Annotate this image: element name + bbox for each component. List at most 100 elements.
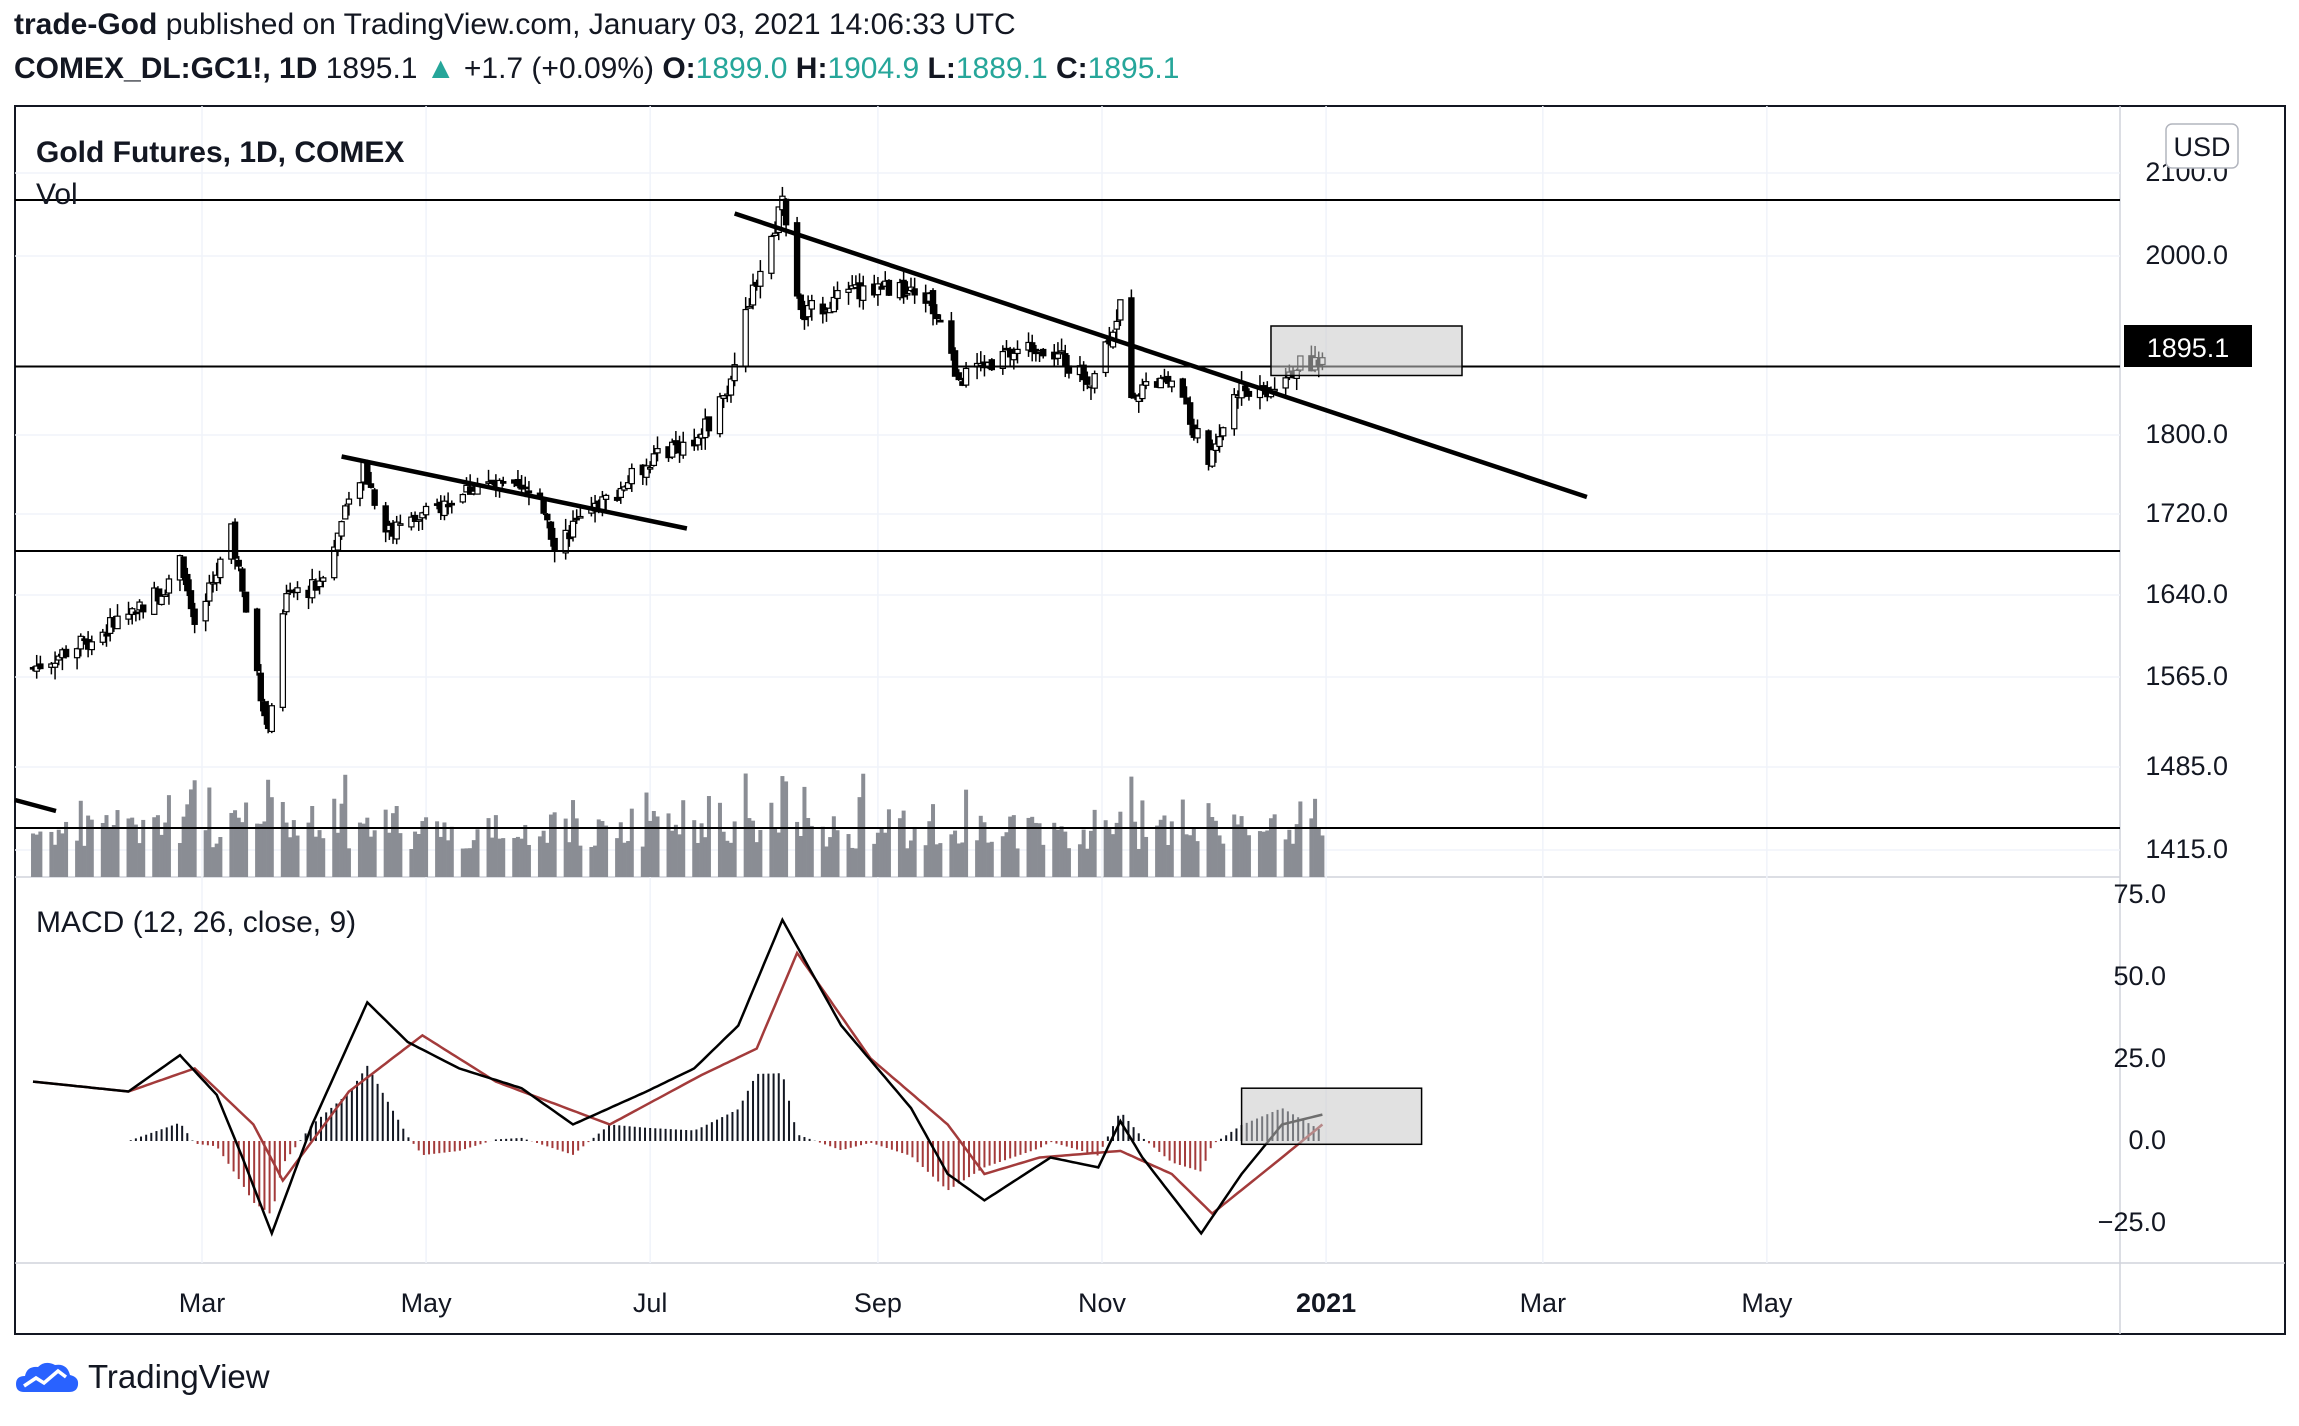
volume-bar: [1140, 800, 1145, 877]
volume-bar: [288, 837, 293, 877]
volume-bar: [905, 848, 910, 877]
time-tick-label: Nov: [1078, 1288, 1127, 1318]
candle-body: [459, 493, 467, 503]
footer-brand[interactable]: TradingView: [14, 1358, 270, 1396]
volume-bar: [526, 844, 531, 877]
candle-body: [951, 350, 959, 377]
volume-bar: [728, 842, 733, 877]
candle-body: [1062, 353, 1069, 368]
candle-body: [132, 611, 140, 615]
volume-bar: [1162, 815, 1167, 877]
volume-bar: [236, 817, 241, 877]
volume-bar: [618, 822, 623, 877]
candle-body: [73, 648, 81, 659]
volume-bar: [644, 792, 649, 877]
candle-body: [962, 367, 970, 386]
volume-bar: [571, 800, 576, 877]
volume-bar: [964, 789, 969, 877]
volume-bar: [725, 840, 730, 877]
volume-bar: [365, 817, 370, 877]
trendline: [341, 454, 688, 531]
volume-bar: [1291, 843, 1296, 877]
volume-bar: [872, 843, 877, 877]
candle-body: [562, 529, 569, 554]
volume-bar: [1294, 824, 1299, 877]
volume-bar: [233, 810, 238, 877]
candle-body: [746, 305, 753, 309]
candle-body: [408, 516, 415, 528]
candle-body: [544, 513, 551, 521]
candle-body: [860, 285, 867, 301]
volume-bar: [512, 837, 517, 877]
candle-body: [1231, 394, 1238, 430]
low-label: L:: [927, 52, 956, 85]
volume-bar: [446, 840, 451, 877]
candle-body: [547, 521, 555, 540]
volume-bar: [497, 838, 502, 877]
volume-bar: [1055, 829, 1060, 877]
volume-bar: [548, 814, 553, 877]
macd-pane: [32, 917, 1423, 1237]
currency-label: USD: [2173, 132, 2230, 162]
macd-highlight-box: [1240, 1087, 1423, 1146]
candle-body: [646, 466, 654, 470]
volume-bar: [1213, 820, 1218, 877]
candle-body: [720, 395, 727, 399]
volume-bar: [1066, 848, 1071, 877]
volume-bar: [357, 822, 362, 877]
footer-brand-text: TradingView: [88, 1358, 270, 1395]
candle-body: [525, 490, 533, 494]
volume-bar: [89, 819, 94, 877]
volume-bar: [464, 848, 469, 877]
volume-bar: [280, 802, 285, 877]
chart-title: Gold Futures, 1D, COMEX: [36, 136, 404, 169]
candle-body: [1040, 348, 1047, 357]
volume-bar: [1221, 843, 1226, 877]
volume-bar: [901, 810, 906, 877]
macd-tick-label: 0.0: [2128, 1125, 2166, 1155]
currency-button[interactable]: USD: [2165, 123, 2239, 169]
candle-body: [294, 587, 301, 594]
volume-bar: [912, 826, 917, 877]
candlesticks: [29, 186, 1326, 734]
volume-bar: [339, 803, 344, 877]
volume-bar: [706, 796, 711, 877]
volume-bar: [802, 786, 807, 877]
volume-bar: [152, 817, 157, 877]
price-tick-label: 1800.0: [2145, 419, 2228, 449]
volume-bar: [758, 829, 763, 877]
candle-body: [448, 502, 455, 506]
volume-bar: [493, 815, 498, 877]
volume-bar: [776, 832, 781, 877]
volume-bar: [1261, 831, 1266, 877]
candle-body: [569, 520, 577, 538]
candle-body: [948, 320, 955, 354]
candle-body: [393, 521, 400, 540]
volume-bar: [1004, 832, 1009, 877]
author-name[interactable]: trade-God: [14, 8, 158, 41]
candle-body: [1168, 380, 1175, 388]
volume-bar: [960, 842, 965, 877]
volume-bar: [629, 808, 634, 877]
signal-line: [32, 950, 1324, 1216]
volume-bar: [346, 848, 351, 877]
low-value: 1889.1: [955, 52, 1048, 85]
volume-bar: [335, 832, 340, 877]
volume-bar: [86, 815, 91, 877]
candle-body: [749, 284, 757, 306]
volume-bar: [468, 848, 473, 877]
volume-bar: [695, 842, 700, 877]
volume-bar: [391, 813, 396, 877]
volume-bar: [460, 848, 465, 877]
candle-body: [239, 568, 246, 592]
volume-bar: [435, 821, 440, 877]
volume-bar: [567, 842, 572, 877]
volume-bar: [1011, 815, 1016, 877]
volume-bar: [1206, 803, 1211, 877]
candle-body: [320, 577, 327, 582]
price-tick-label: 1415.0: [2145, 834, 2228, 864]
volume-bar: [313, 836, 318, 877]
volume-bar: [306, 822, 311, 877]
candle-body: [819, 303, 827, 315]
